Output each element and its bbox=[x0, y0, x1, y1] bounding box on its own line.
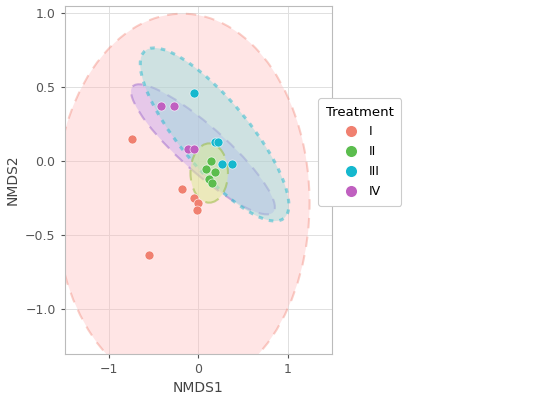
Ellipse shape bbox=[140, 48, 289, 221]
Ellipse shape bbox=[55, 14, 310, 392]
Point bbox=[228, 161, 237, 167]
Point bbox=[178, 186, 187, 192]
Point bbox=[201, 165, 210, 172]
Point bbox=[192, 207, 201, 213]
Point bbox=[205, 176, 213, 182]
Point bbox=[207, 180, 216, 186]
Y-axis label: NMDS2: NMDS2 bbox=[6, 154, 20, 205]
Point bbox=[194, 199, 203, 206]
Point bbox=[145, 251, 154, 258]
Point bbox=[169, 103, 178, 109]
Point bbox=[210, 168, 219, 175]
Point bbox=[190, 195, 199, 201]
Point bbox=[190, 90, 199, 96]
Ellipse shape bbox=[131, 84, 275, 215]
Point bbox=[207, 158, 216, 164]
Point bbox=[190, 146, 199, 152]
X-axis label: NMDS1: NMDS1 bbox=[173, 381, 224, 395]
Point bbox=[217, 161, 226, 167]
Point bbox=[127, 136, 136, 142]
Point bbox=[214, 139, 223, 145]
Legend: I, II, III, IV: I, II, III, IV bbox=[318, 98, 401, 206]
Ellipse shape bbox=[190, 144, 228, 203]
Point bbox=[210, 139, 219, 145]
Point bbox=[157, 103, 166, 109]
Point bbox=[183, 146, 192, 152]
